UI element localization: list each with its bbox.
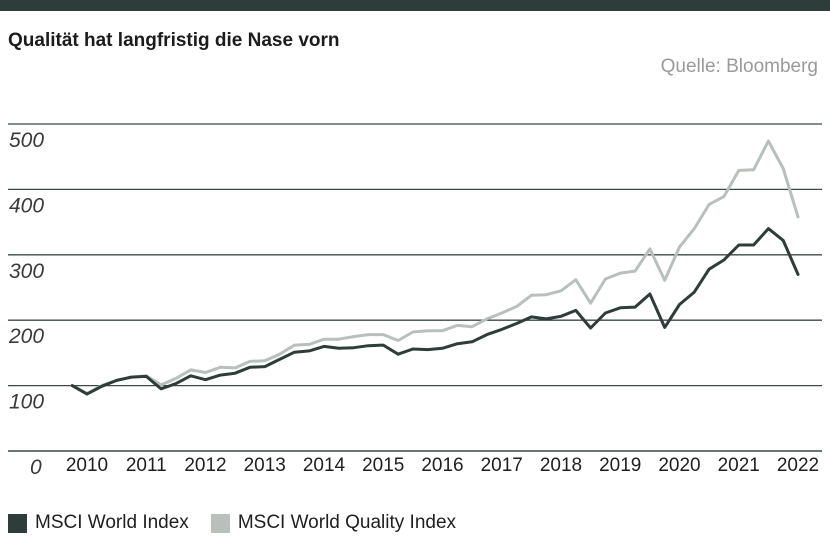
series-line-msci-world (70, 227, 800, 396)
x-tick-label-2014: 2014 (303, 455, 346, 476)
y-tick-label-400: 400 (9, 194, 44, 217)
x-tick-label-2015: 2015 (362, 455, 404, 476)
legend-label-msci-world: MSCI World Index (35, 512, 189, 533)
x-tick-label-2021: 2021 (718, 455, 760, 476)
legend-item-msci-world: MSCI World Index (8, 512, 189, 534)
x-tick-label-2019: 2019 (599, 455, 641, 476)
legend-label-msci-quality: MSCI World Quality Index (237, 512, 457, 533)
legend-item-msci-quality: MSCI World Quality Index (210, 512, 457, 534)
x-tick-label-2010: 2010 (66, 455, 108, 476)
top-bar (0, 0, 830, 11)
x-tick-label-2011: 2011 (126, 455, 167, 476)
x-tick-label-2016: 2016 (421, 455, 463, 476)
legend-swatch-msci-quality (210, 513, 230, 533)
y-tick-label-100: 100 (9, 391, 44, 414)
legend-swatch-msci-world (8, 513, 27, 533)
y-tick-label-300: 300 (9, 260, 44, 283)
chart-title: Qualität hat langfristig die Nase vorn (8, 30, 340, 51)
x-tick-label-2020: 2020 (658, 455, 700, 476)
x-tick-label-2013: 2013 (244, 455, 286, 476)
y-tick-label-500: 500 (9, 129, 44, 152)
x-tick-label-2012: 2012 (184, 455, 226, 476)
y-tick-label-0: 0 (30, 456, 42, 479)
legend: MSCI World Index MSCI World Quality Inde… (8, 512, 478, 534)
x-tick-label-2022: 2022 (777, 455, 819, 476)
source-note: Quelle: Bloomberg (660, 56, 818, 77)
x-tick-label-2018: 2018 (540, 455, 582, 476)
series-line-msci-quality (70, 139, 800, 395)
y-tick-label-200: 200 (8, 325, 44, 348)
x-tick-label-2017: 2017 (481, 455, 523, 476)
